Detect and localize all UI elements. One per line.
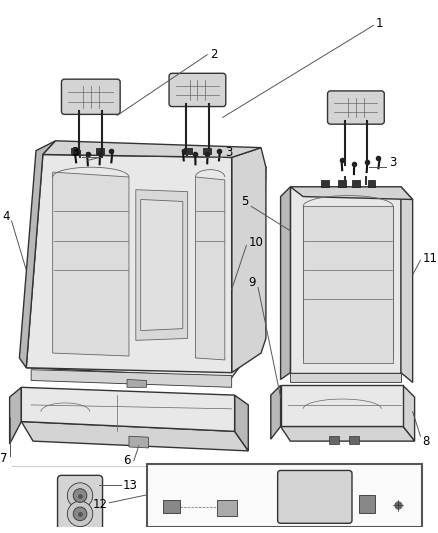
FancyBboxPatch shape (61, 79, 120, 115)
Polygon shape (271, 385, 281, 439)
Circle shape (67, 483, 93, 508)
Text: 13: 13 (123, 479, 138, 491)
Text: 3: 3 (71, 146, 78, 159)
Polygon shape (43, 141, 261, 157)
Text: 10: 10 (248, 236, 263, 249)
Polygon shape (281, 385, 403, 426)
Polygon shape (403, 385, 415, 441)
Polygon shape (127, 379, 147, 387)
Text: 3: 3 (389, 156, 396, 169)
Text: 6: 6 (124, 454, 131, 467)
Text: 11: 11 (422, 252, 438, 265)
Polygon shape (53, 172, 129, 356)
Polygon shape (359, 495, 375, 513)
Polygon shape (21, 387, 235, 431)
Text: 12: 12 (92, 498, 107, 511)
Circle shape (73, 489, 87, 503)
Polygon shape (290, 373, 401, 382)
Polygon shape (163, 500, 180, 513)
Polygon shape (217, 500, 237, 516)
Polygon shape (31, 370, 232, 387)
Polygon shape (352, 180, 360, 187)
Polygon shape (136, 190, 187, 341)
Polygon shape (21, 422, 248, 451)
Text: 4: 4 (2, 209, 10, 223)
Polygon shape (195, 177, 225, 360)
Text: 7: 7 (0, 452, 7, 465)
Polygon shape (129, 436, 148, 448)
Polygon shape (19, 141, 56, 368)
Polygon shape (290, 187, 401, 373)
FancyBboxPatch shape (169, 74, 226, 107)
Text: 3: 3 (225, 146, 232, 159)
Polygon shape (281, 187, 290, 379)
Text: 9: 9 (249, 276, 256, 289)
Polygon shape (349, 436, 359, 444)
Polygon shape (95, 148, 103, 155)
Polygon shape (184, 148, 191, 155)
Circle shape (67, 501, 93, 527)
Polygon shape (10, 387, 21, 444)
Polygon shape (26, 155, 232, 373)
Polygon shape (26, 151, 266, 377)
FancyBboxPatch shape (278, 471, 352, 523)
Polygon shape (303, 206, 393, 363)
Circle shape (73, 507, 87, 521)
Text: 8: 8 (422, 434, 430, 448)
Polygon shape (321, 180, 328, 187)
Polygon shape (401, 187, 413, 382)
Text: 1: 1 (375, 17, 383, 30)
Polygon shape (338, 180, 346, 187)
Text: 2: 2 (210, 48, 218, 61)
Polygon shape (329, 436, 339, 444)
FancyBboxPatch shape (328, 91, 384, 124)
Polygon shape (290, 187, 413, 199)
Polygon shape (281, 426, 415, 441)
Polygon shape (141, 199, 183, 330)
Bar (147, 464, 422, 527)
FancyBboxPatch shape (57, 475, 102, 533)
Polygon shape (235, 395, 248, 451)
Polygon shape (367, 180, 375, 187)
Polygon shape (203, 148, 211, 155)
Polygon shape (71, 148, 79, 155)
Polygon shape (232, 148, 266, 373)
Text: 5: 5 (241, 195, 248, 208)
